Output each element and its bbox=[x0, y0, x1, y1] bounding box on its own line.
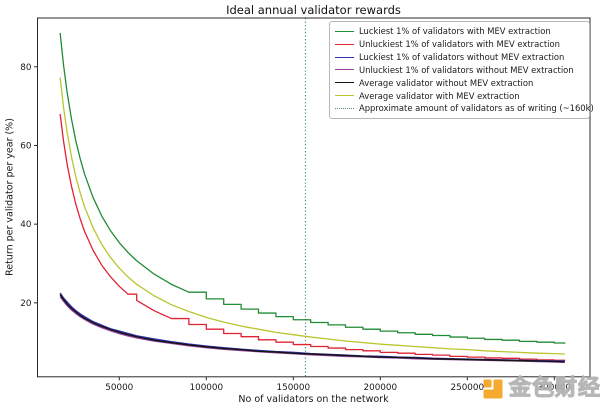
x-axis-label: No of validators on the network bbox=[238, 394, 389, 405]
legend-item-6: Approximate amount of validators as of w… bbox=[335, 102, 594, 115]
legend-label: Luckiest 1% of validators without MEV ex… bbox=[359, 52, 565, 63]
series-line-3 bbox=[59, 296, 565, 363]
y-tick-label: 40 bbox=[20, 220, 32, 230]
legend-item-2: Luckiest 1% of validators without MEV ex… bbox=[335, 51, 584, 64]
legend: Luckiest 1% of validators with MEV extra… bbox=[329, 21, 594, 119]
legend-label: Average validator with MEV extraction bbox=[359, 90, 520, 101]
chart-title: Ideal annual validator rewards bbox=[226, 3, 401, 17]
legend-label: Luckiest 1% of validators with MEV extra… bbox=[359, 26, 551, 37]
legend-line-swatch bbox=[335, 43, 354, 45]
legend-item-4: Average validator without MEV extraction bbox=[335, 77, 584, 90]
legend-line-swatch bbox=[335, 56, 354, 58]
legend-item-1: Unluckiest 1% of validators with MEV ext… bbox=[335, 38, 584, 51]
x-tick-label: 200000 bbox=[364, 383, 398, 393]
legend-label: Average validator without MEV extraction bbox=[359, 77, 534, 88]
jinse-finance-logo-icon bbox=[483, 379, 503, 399]
series-line-5 bbox=[59, 77, 565, 355]
legend-line-swatch bbox=[335, 82, 354, 84]
legend-item-0: Luckiest 1% of validators with MEV extra… bbox=[335, 25, 584, 38]
y-tick-label: 60 bbox=[20, 141, 32, 151]
y-tick-label: 80 bbox=[20, 63, 32, 73]
legend-line-swatch bbox=[335, 30, 354, 32]
series-line-1 bbox=[59, 113, 566, 361]
series-line-0 bbox=[59, 32, 566, 344]
legend-item-3: Unluckiest 1% of validators without MEV … bbox=[335, 64, 584, 77]
x-tick-label: 150000 bbox=[277, 383, 311, 393]
x-tick-label: 100000 bbox=[190, 383, 224, 393]
legend-label: Unluckiest 1% of validators without MEV … bbox=[359, 64, 574, 75]
x-tick-label: 50000 bbox=[105, 383, 133, 393]
y-axis-label: Return per validator per year (%) bbox=[4, 118, 16, 276]
legend-line-swatch bbox=[335, 107, 354, 109]
series-line-4 bbox=[59, 294, 565, 363]
x-tick-label: 300000 bbox=[538, 383, 572, 393]
legend-label: Unluckiest 1% of validators with MEV ext… bbox=[359, 39, 560, 50]
legend-line-swatch bbox=[335, 95, 354, 97]
watermark-text: 金色财经 bbox=[508, 376, 600, 401]
axes-spines bbox=[37, 17, 591, 378]
x-tick-label: 250000 bbox=[451, 383, 485, 393]
legend-label: Approximate amount of validators as of w… bbox=[359, 103, 594, 114]
legend-line-swatch bbox=[335, 69, 354, 71]
legend-item-5: Average validator with MEV extraction bbox=[335, 89, 584, 102]
watermark: 金色财经 bbox=[481, 376, 600, 401]
y-tick-label: 20 bbox=[20, 299, 32, 309]
